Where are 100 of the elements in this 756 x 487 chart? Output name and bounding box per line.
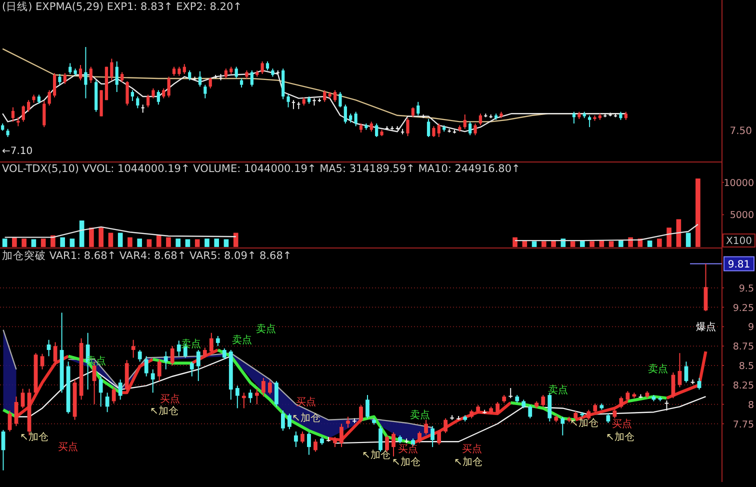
candlestick <box>209 332 214 354</box>
bar <box>156 235 162 247</box>
candlestick <box>366 394 370 419</box>
bar <box>608 241 614 247</box>
annotation: 卖点 <box>548 384 568 396</box>
y-tick-label: 8.75 <box>732 342 754 353</box>
y-tick-label: 9 <box>748 322 754 334</box>
candlestick <box>78 64 82 81</box>
candlestick <box>248 389 252 404</box>
ref-line-label: 9.81 <box>728 259 750 270</box>
candlestick <box>234 66 238 79</box>
candlestick <box>224 68 228 79</box>
candlestick <box>406 118 410 137</box>
bar <box>532 241 537 247</box>
candlestick <box>112 386 116 404</box>
candlestick <box>48 90 51 106</box>
candlestick <box>619 396 624 409</box>
bar <box>108 232 114 247</box>
y-axis-title: X100 <box>726 236 752 247</box>
candlestick <box>198 70 202 88</box>
annotation: 卖点 <box>232 334 252 346</box>
candlestick <box>11 106 15 122</box>
candlestick <box>188 70 192 81</box>
candlestick <box>444 418 448 434</box>
candlestick <box>478 113 482 126</box>
candlestick <box>190 361 194 377</box>
candlestick <box>375 123 378 138</box>
annotation: 卖点 <box>410 409 430 421</box>
candlestick <box>254 388 259 405</box>
candlestick <box>424 419 428 436</box>
bar <box>657 238 662 247</box>
annotation: 买点 <box>160 393 180 405</box>
candlestick <box>288 413 292 430</box>
candlestick <box>162 88 166 99</box>
candlestick <box>27 100 30 112</box>
candlestick <box>528 404 532 419</box>
candlestick <box>333 436 337 448</box>
candlestick <box>98 376 103 408</box>
candlestick <box>22 105 25 122</box>
bar <box>185 239 190 247</box>
candlestick <box>42 100 46 128</box>
candlestick <box>136 96 140 109</box>
candlestick <box>430 426 434 448</box>
candlestick <box>208 77 212 89</box>
bar <box>176 238 180 247</box>
candlestick <box>338 92 342 108</box>
candlestick <box>307 432 311 456</box>
annotation: ↖加仓 <box>392 456 420 468</box>
candlestick <box>418 431 422 444</box>
candlestick <box>344 104 347 124</box>
candlestick <box>182 64 186 74</box>
candlestick <box>333 90 337 102</box>
candlestick <box>52 72 56 98</box>
candlestick <box>118 378 122 400</box>
candlestick <box>294 431 298 448</box>
candlestick <box>697 377 702 390</box>
bar <box>40 238 46 247</box>
candlestick <box>216 335 220 347</box>
bar <box>118 232 123 247</box>
candlestick <box>346 416 350 428</box>
y-tick-label: 9.25 <box>732 302 754 314</box>
text: ←7.10 <box>2 146 33 157</box>
annotation: 买点 <box>296 396 316 408</box>
text: 7.50 <box>730 126 752 137</box>
candlestick <box>115 60 118 92</box>
bar <box>2 238 8 247</box>
candlestick <box>202 347 207 358</box>
candlestick <box>250 70 254 88</box>
candlestick <box>468 121 472 136</box>
candlestick <box>626 390 630 402</box>
candlestick <box>89 66 92 84</box>
bar <box>204 238 210 247</box>
candlestick <box>426 118 430 138</box>
candlestick <box>274 380 278 408</box>
candlestick <box>286 94 290 108</box>
candlestick <box>261 377 266 398</box>
candlestick <box>14 396 18 427</box>
candlestick <box>105 392 110 413</box>
bar <box>98 228 104 247</box>
candlestick <box>560 416 565 436</box>
candlestick <box>156 90 160 106</box>
line-series <box>4 226 236 238</box>
bar <box>666 228 672 247</box>
y-tick-label: 10000 <box>724 178 754 189</box>
y-tick-label: 7.75 <box>732 419 754 430</box>
candlestick <box>416 101 420 116</box>
annotation: ↖加仓 <box>362 449 390 461</box>
candlestick <box>359 404 363 423</box>
candlestick <box>280 410 285 432</box>
bar <box>551 240 556 247</box>
annotation: 买点 <box>58 441 78 453</box>
annotation: 卖点 <box>181 338 201 350</box>
bar <box>590 241 594 247</box>
candlestick <box>84 46 88 99</box>
candlestick <box>437 123 440 138</box>
bar <box>60 237 65 247</box>
bar <box>696 178 700 247</box>
annotation: 卖点 <box>256 323 276 335</box>
bar <box>31 239 36 247</box>
candlestick <box>314 438 318 452</box>
